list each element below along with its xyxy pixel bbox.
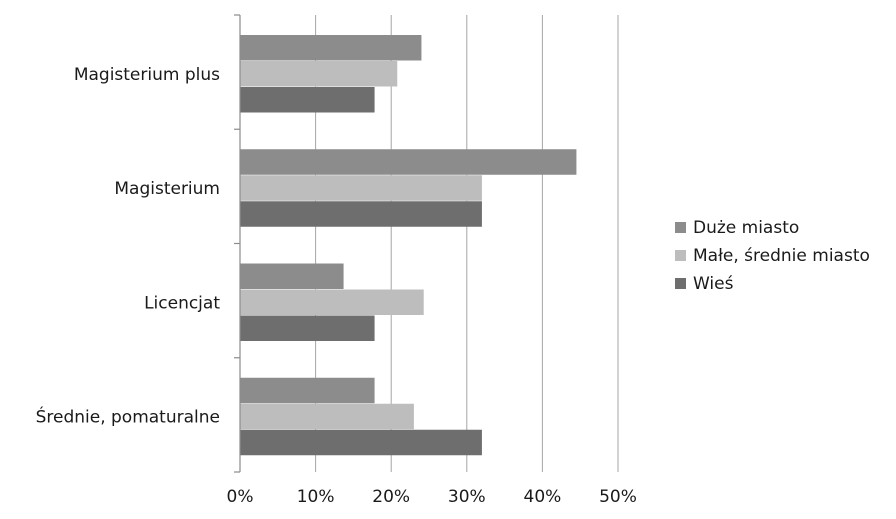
x-tick-label: 0% bbox=[227, 487, 254, 507]
category-label: Magisterium plus bbox=[74, 65, 220, 85]
bar-2-0 bbox=[240, 263, 344, 289]
legend: Duże miasto Małe, średnie miasto Wieś bbox=[675, 218, 870, 294]
legend-label: Małe, średnie miasto bbox=[693, 246, 870, 266]
bar-1-2 bbox=[240, 201, 482, 227]
bar-3-0 bbox=[240, 377, 375, 404]
legend-swatch bbox=[675, 222, 686, 233]
bar-2-2 bbox=[240, 315, 375, 341]
legend-label: Duże miasto bbox=[693, 218, 799, 238]
bar-1-1 bbox=[240, 175, 482, 201]
x-tick-label: 10% bbox=[297, 487, 335, 507]
category-label: Średnie, pomaturalne bbox=[36, 406, 220, 428]
x-tick-label: 50% bbox=[599, 487, 637, 507]
bar-0-1 bbox=[240, 61, 398, 87]
bar-0-0 bbox=[240, 35, 422, 61]
bar-3-1 bbox=[240, 403, 414, 430]
legend-swatch bbox=[675, 250, 686, 261]
category-axis bbox=[234, 14, 241, 473]
legend-label: Wieś bbox=[693, 274, 734, 294]
x-tick-label: 30% bbox=[448, 487, 486, 507]
bar-0-2 bbox=[240, 87, 375, 113]
x-tick-label: 20% bbox=[372, 487, 410, 507]
category-label: Magisterium bbox=[114, 179, 220, 199]
bar-3-2 bbox=[240, 429, 482, 456]
bar-2-1 bbox=[240, 289, 424, 315]
category-label: Licencjat bbox=[144, 293, 220, 313]
bars bbox=[240, 35, 577, 456]
category-labels: Magisterium plus Magisterium Licencjat Śred… bbox=[36, 65, 221, 428]
legend-swatch bbox=[675, 278, 686, 289]
x-tick-labels: 0% 10% 20% 30% 40% 50% bbox=[227, 487, 637, 507]
bar-1-0 bbox=[240, 149, 577, 175]
x-tick-label: 40% bbox=[524, 487, 562, 507]
